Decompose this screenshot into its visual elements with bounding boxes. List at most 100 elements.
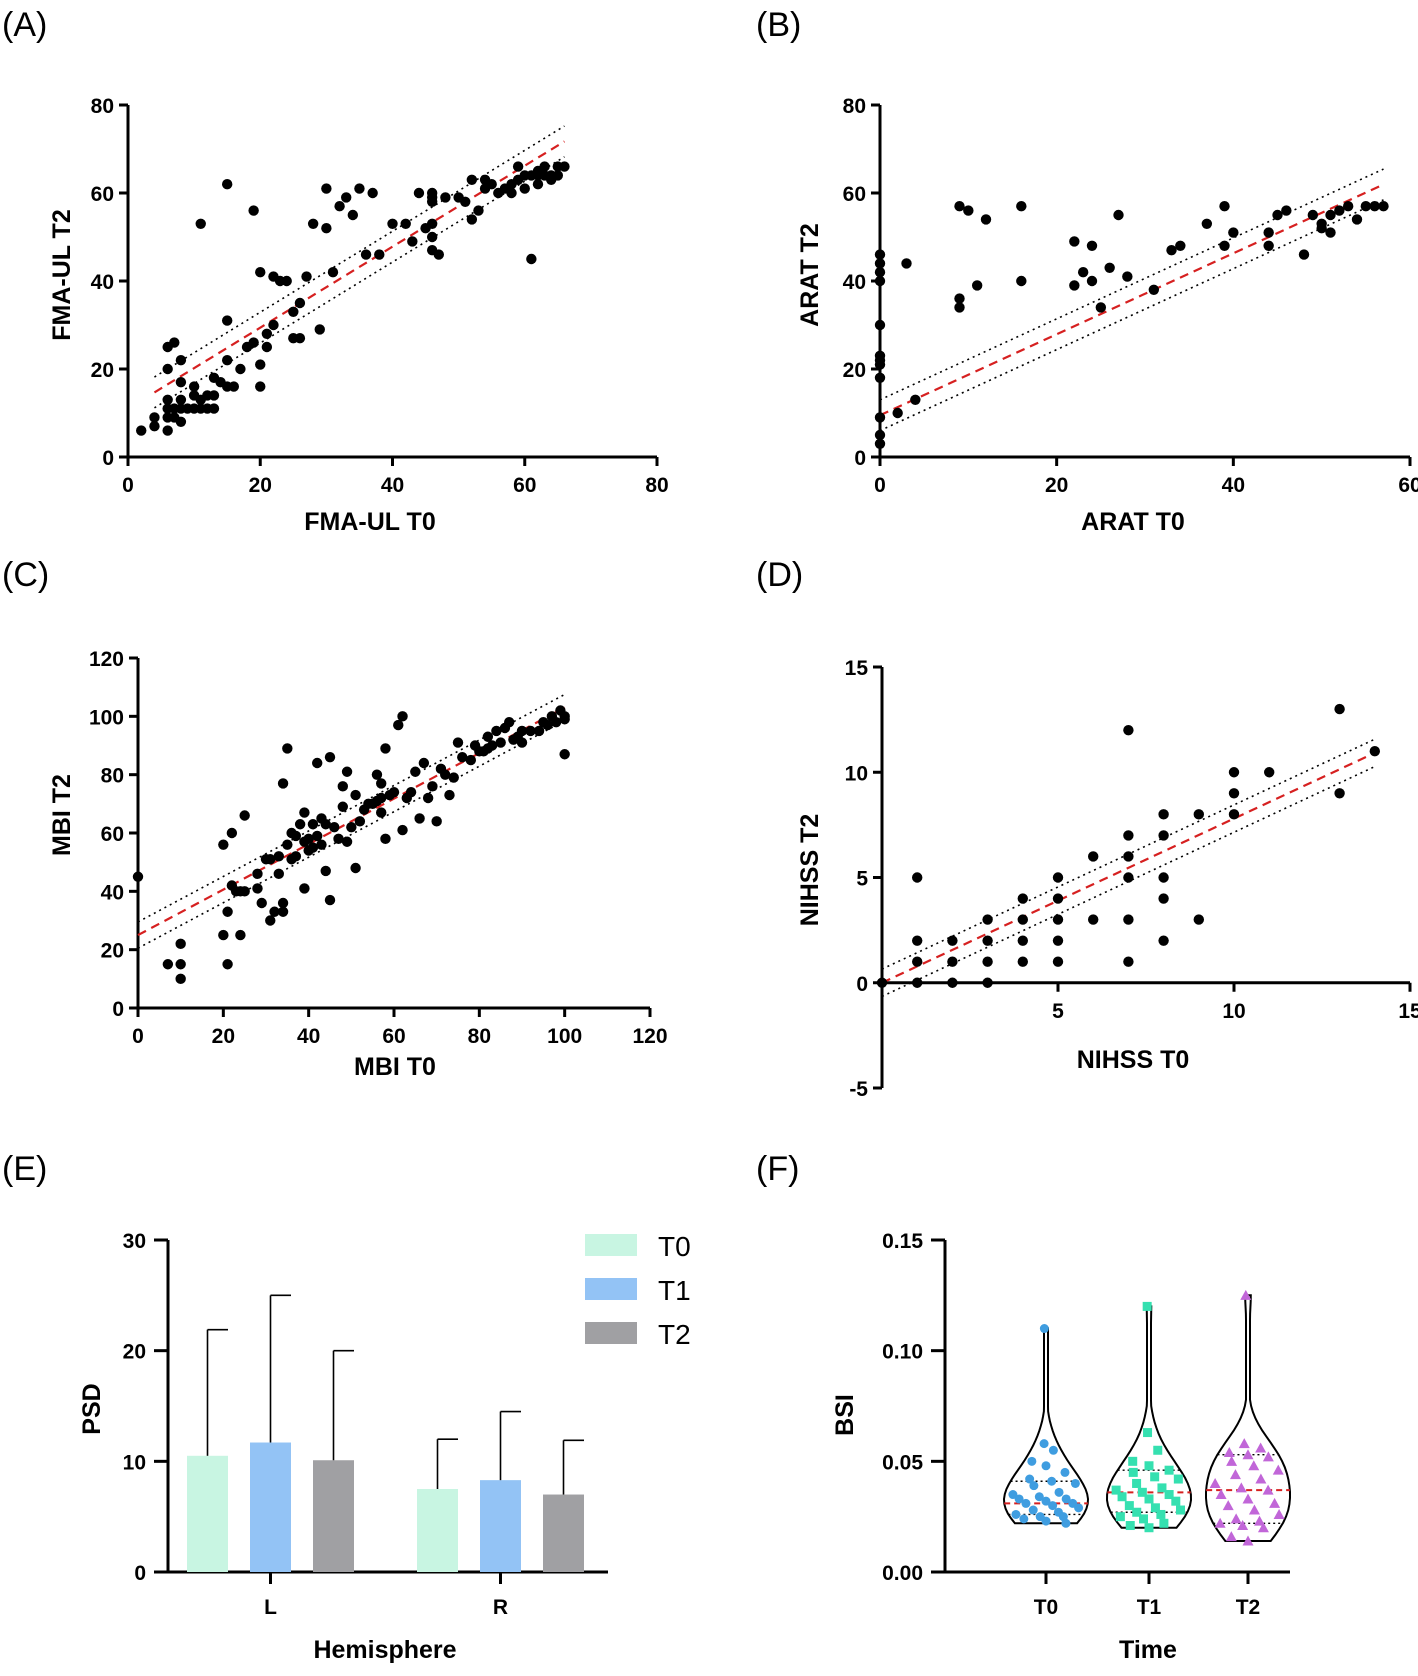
data-point — [405, 786, 417, 798]
data-point — [874, 429, 886, 441]
data-point — [874, 350, 886, 361]
data-point — [312, 830, 323, 842]
data-point — [162, 425, 173, 436]
data-point — [486, 179, 497, 190]
data-point — [188, 381, 200, 392]
data-point — [376, 792, 387, 804]
data-point — [1235, 1482, 1247, 1493]
data-point — [269, 906, 280, 917]
data-point — [413, 187, 425, 199]
legend-swatch — [585, 1322, 637, 1344]
data-point — [400, 218, 411, 229]
data-point — [982, 935, 993, 946]
data-point — [1047, 1476, 1057, 1486]
panel-label-d: (D) — [756, 556, 803, 594]
data-point — [367, 187, 378, 199]
data-point — [321, 183, 332, 194]
data-point — [277, 897, 289, 909]
y-axis-title: MBI T2 — [48, 774, 76, 856]
y-axis-title: FMA-UL T2 — [48, 209, 76, 340]
y-tick-label: 20 — [843, 359, 866, 382]
data-point — [444, 789, 455, 801]
data-point — [427, 781, 438, 792]
data-point — [1263, 227, 1274, 238]
data-point — [982, 914, 993, 925]
data-point — [1048, 1501, 1058, 1511]
bar — [250, 1442, 291, 1572]
bar-panel-e: Hemisphere PSD 0 10 20 30 L R T0 T1 T2 — [78, 1230, 691, 1664]
data-point — [321, 223, 332, 234]
data-point — [1369, 201, 1380, 212]
data-point — [559, 161, 570, 172]
data-point — [495, 737, 506, 748]
data-point — [874, 372, 886, 383]
data-point — [1298, 249, 1310, 260]
data-point — [301, 271, 312, 282]
data-point — [380, 743, 391, 754]
data-point — [337, 781, 348, 792]
confidence-band-line — [154, 156, 565, 409]
data-point — [526, 253, 537, 265]
data-point — [303, 833, 314, 845]
data-point — [1052, 956, 1064, 967]
data-point — [1144, 1494, 1154, 1504]
data-point — [1219, 240, 1230, 251]
data-point — [1124, 1501, 1134, 1511]
x-axis-title: MBI T0 — [354, 1053, 436, 1081]
data-point — [1074, 1503, 1084, 1513]
data-point — [1215, 1489, 1227, 1500]
data-point — [162, 959, 174, 970]
data-point — [1017, 935, 1028, 946]
bar — [313, 1460, 354, 1572]
data-point — [504, 716, 515, 728]
data-point — [277, 906, 289, 917]
y-axis-title: ARAT T2 — [796, 223, 824, 327]
data-point — [1281, 205, 1292, 216]
data-point — [947, 935, 958, 946]
y-tick-label: -5 — [849, 1078, 868, 1101]
data-point — [1039, 1439, 1049, 1449]
data-point — [1159, 1518, 1169, 1528]
x-tick-label: 20 — [249, 474, 272, 497]
data-point — [218, 839, 229, 850]
data-point — [299, 807, 310, 818]
x-axis-title: Hemisphere — [313, 1636, 456, 1664]
y-tick-label: 80 — [91, 95, 114, 118]
confidence-band-line — [879, 168, 1384, 401]
data-point — [1164, 1465, 1174, 1475]
data-point — [333, 833, 344, 845]
x-tick-label: T1 — [1137, 1596, 1162, 1619]
data-point — [422, 792, 434, 804]
data-point — [1153, 1445, 1163, 1455]
data-point — [337, 801, 348, 812]
data-point — [1225, 1531, 1237, 1542]
data-point — [1041, 1516, 1051, 1526]
data-point — [312, 757, 323, 769]
data-point — [1272, 1464, 1284, 1475]
data-point — [341, 192, 352, 203]
data-point — [1238, 1438, 1250, 1449]
data-point — [1209, 1477, 1221, 1488]
data-point — [1237, 1520, 1249, 1531]
data-point — [255, 359, 266, 370]
y-tick-label: 60 — [101, 823, 124, 846]
scatter-panel-c: MBI T0 MBI T2 0 20 40 60 80 100 120 0 20 40 60 80 10… — [48, 648, 668, 1081]
data-point — [1334, 205, 1345, 216]
data-point — [1095, 302, 1107, 313]
data-point — [1226, 1455, 1238, 1466]
data-point — [426, 218, 438, 229]
data-point — [874, 275, 886, 287]
data-point — [175, 416, 187, 427]
data-point — [1334, 703, 1345, 715]
data-point — [265, 915, 276, 926]
data-point — [324, 751, 336, 763]
y-tick-label: 0.05 — [882, 1451, 923, 1474]
data-point — [1069, 280, 1080, 291]
data-point — [533, 725, 545, 737]
data-point — [1334, 788, 1345, 799]
data-point — [1262, 1451, 1274, 1462]
y-tick-label: 0 — [856, 973, 868, 996]
data-point — [371, 769, 383, 780]
data-point — [954, 302, 965, 313]
data-point — [1171, 1496, 1181, 1506]
